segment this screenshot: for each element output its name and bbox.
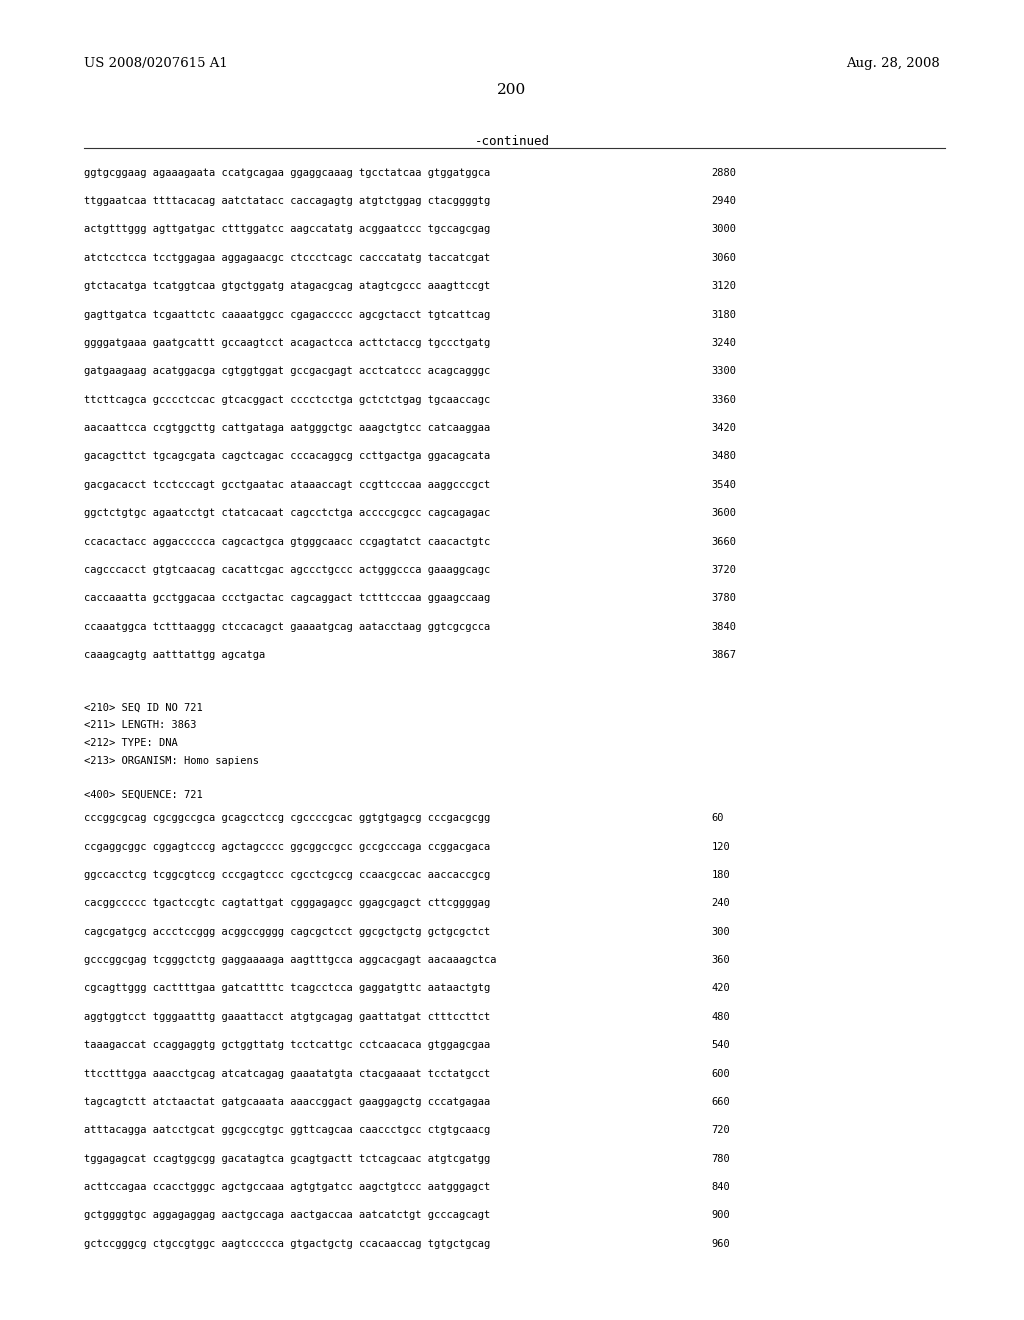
Text: 3000: 3000: [712, 224, 736, 235]
Text: ttcttcagca gcccctccac gtcacggact cccctcctga gctctctgag tgcaaccagc: ttcttcagca gcccctccac gtcacggact cccctcc…: [84, 395, 490, 405]
Text: taaagaccat ccaggaggtg gctggttatg tcctcattgc cctcaacaca gtggagcgaa: taaagaccat ccaggaggtg gctggttatg tcctcat…: [84, 1040, 490, 1051]
Text: gacagcttct tgcagcgata cagctcagac cccacaggcg ccttgactga ggacagcata: gacagcttct tgcagcgata cagctcagac cccacag…: [84, 451, 490, 462]
Text: 3867: 3867: [712, 649, 736, 660]
Text: 720: 720: [712, 1125, 730, 1135]
Text: 3480: 3480: [712, 451, 736, 462]
Text: gtctacatga tcatggtcaa gtgctggatg atagacgcag atagtcgccc aaagttccgt: gtctacatga tcatggtcaa gtgctggatg atagacg…: [84, 281, 490, 292]
Text: <211> LENGTH: 3863: <211> LENGTH: 3863: [84, 721, 197, 730]
Text: aggtggtcct tgggaatttg gaaattacct atgtgcagag gaattatgat ctttccttct: aggtggtcct tgggaatttg gaaattacct atgtgca…: [84, 1012, 490, 1022]
Text: 2880: 2880: [712, 168, 736, 178]
Text: tggagagcat ccagtggcgg gacatagtca gcagtgactt tctcagcaac atgtcgatgg: tggagagcat ccagtggcgg gacatagtca gcagtga…: [84, 1154, 490, 1164]
Text: atttacagga aatcctgcat ggcgccgtgc ggttcagcaa caaccctgcc ctgtgcaacg: atttacagga aatcctgcat ggcgccgtgc ggttcag…: [84, 1125, 490, 1135]
Text: 3420: 3420: [712, 422, 736, 433]
Text: 840: 840: [712, 1183, 730, 1192]
Text: caccaaatta gcctggacaa ccctgactac cagcaggact tctttcccaa ggaagccaag: caccaaatta gcctggacaa ccctgactac cagcagg…: [84, 594, 490, 603]
Text: 3780: 3780: [712, 594, 736, 603]
Text: acttccagaa ccacctgggc agctgccaaa agtgtgatcc aagctgtccc aatgggagct: acttccagaa ccacctgggc agctgccaaa agtgtga…: [84, 1183, 490, 1192]
Text: 200: 200: [498, 83, 526, 98]
Text: 480: 480: [712, 1012, 730, 1022]
Text: gacgacacct tcctcccagt gcctgaatac ataaaccagt ccgttcccaa aaggcccgct: gacgacacct tcctcccagt gcctgaatac ataaacc…: [84, 479, 490, 490]
Text: -continued: -continued: [474, 135, 550, 148]
Text: cagcccacct gtgtcaacag cacattcgac agccctgccc actgggccca gaaaggcagc: cagcccacct gtgtcaacag cacattcgac agccctg…: [84, 565, 490, 576]
Text: aacaattcca ccgtggcttg cattgataga aatgggctgc aaagctgtcc catcaaggaa: aacaattcca ccgtggcttg cattgataga aatgggc…: [84, 422, 490, 433]
Text: cgcagttggg cacttttgaa gatcattttc tcagcctcca gaggatgttc aataactgtg: cgcagttggg cacttttgaa gatcattttc tcagcct…: [84, 983, 490, 994]
Text: ccgaggcggc cggagtcccg agctagcccc ggcggccgcc gccgcccaga ccggacgaca: ccgaggcggc cggagtcccg agctagcccc ggcggcc…: [84, 842, 490, 851]
Text: 3600: 3600: [712, 508, 736, 519]
Text: actgtttggg agttgatgac ctttggatcc aagccatatg acggaatccc tgccagcgag: actgtttggg agttgatgac ctttggatcc aagccat…: [84, 224, 490, 235]
Text: caaagcagtg aatttattgg agcatga: caaagcagtg aatttattgg agcatga: [84, 649, 265, 660]
Text: <400> SEQUENCE: 721: <400> SEQUENCE: 721: [84, 789, 203, 800]
Text: <212> TYPE: DNA: <212> TYPE: DNA: [84, 738, 178, 748]
Text: <210> SEQ ID NO 721: <210> SEQ ID NO 721: [84, 702, 203, 713]
Text: cccggcgcag cgcggccgca gcagcctccg cgccccgcac ggtgtgagcg cccgacgcgg: cccggcgcag cgcggccgca gcagcctccg cgccccg…: [84, 813, 490, 824]
Text: <213> ORGANISM: Homo sapiens: <213> ORGANISM: Homo sapiens: [84, 755, 259, 766]
Text: 180: 180: [712, 870, 730, 880]
Text: gcccggcgag tcgggctctg gaggaaaaga aagtttgcca aggcacgagt aacaaagctca: gcccggcgag tcgggctctg gaggaaaaga aagtttg…: [84, 956, 497, 965]
Text: ttggaatcaa ttttacacag aatctatacc caccagagtg atgtctggag ctacggggtg: ttggaatcaa ttttacacag aatctatacc caccaga…: [84, 195, 490, 206]
Text: ggtgcggaag agaaagaata ccatgcagaa ggaggcaaag tgcctatcaa gtggatggca: ggtgcggaag agaaagaata ccatgcagaa ggaggca…: [84, 168, 490, 178]
Text: gctggggtgc aggagaggag aactgccaga aactgaccaa aatcatctgt gcccagcagt: gctggggtgc aggagaggag aactgccaga aactgac…: [84, 1210, 490, 1221]
Text: 960: 960: [712, 1239, 730, 1249]
Text: Aug. 28, 2008: Aug. 28, 2008: [846, 57, 940, 70]
Text: ccaaatggca tctttaaggg ctccacagct gaaaatgcag aatacctaag ggtcgcgcca: ccaaatggca tctttaaggg ctccacagct gaaaatg…: [84, 622, 490, 632]
Text: 3180: 3180: [712, 309, 736, 319]
Text: 3360: 3360: [712, 395, 736, 405]
Text: ggccacctcg tcggcgtccg cccgagtccc cgcctcgccg ccaacgccac aaccaccgcg: ggccacctcg tcggcgtccg cccgagtccc cgcctcg…: [84, 870, 490, 880]
Text: 780: 780: [712, 1154, 730, 1164]
Text: cacggccccc tgactccgtc cagtattgat cgggagagcc ggagcgagct cttcggggag: cacggccccc tgactccgtc cagtattgat cgggaga…: [84, 899, 490, 908]
Text: 3120: 3120: [712, 281, 736, 292]
Text: 300: 300: [712, 927, 730, 937]
Text: 240: 240: [712, 899, 730, 908]
Text: 360: 360: [712, 956, 730, 965]
Text: 3300: 3300: [712, 366, 736, 376]
Text: tagcagtctt atctaactat gatgcaaata aaaccggact gaaggagctg cccatgagaa: tagcagtctt atctaactat gatgcaaata aaaccgg…: [84, 1097, 490, 1107]
Text: cagcgatgcg accctccggg acggccgggg cagcgctcct ggcgctgctg gctgcgctct: cagcgatgcg accctccggg acggccgggg cagcgct…: [84, 927, 490, 937]
Text: 600: 600: [712, 1069, 730, 1078]
Text: 900: 900: [712, 1210, 730, 1221]
Text: 60: 60: [712, 813, 724, 824]
Text: gagttgatca tcgaattctc caaaatggcc cgagaccccc agcgctacct tgtcattcag: gagttgatca tcgaattctc caaaatggcc cgagacc…: [84, 309, 490, 319]
Text: 2940: 2940: [712, 195, 736, 206]
Text: 3060: 3060: [712, 253, 736, 263]
Text: atctcctcca tcctggagaa aggagaacgc ctccctcagc cacccatatg taccatcgat: atctcctcca tcctggagaa aggagaacgc ctccctc…: [84, 253, 490, 263]
Text: US 2008/0207615 A1: US 2008/0207615 A1: [84, 57, 227, 70]
Text: 3240: 3240: [712, 338, 736, 348]
Text: 3840: 3840: [712, 622, 736, 632]
Text: 3720: 3720: [712, 565, 736, 576]
Text: 540: 540: [712, 1040, 730, 1051]
Text: ttcctttgga aaacctgcag atcatcagag gaaatatgta ctacgaaaat tcctatgcct: ttcctttgga aaacctgcag atcatcagag gaaatat…: [84, 1069, 490, 1078]
Text: gatgaagaag acatggacga cgtggtggat gccgacgagt acctcatccc acagcagggc: gatgaagaag acatggacga cgtggtggat gccgacg…: [84, 366, 490, 376]
Text: ccacactacc aggaccccca cagcactgca gtgggcaacc ccgagtatct caacactgtc: ccacactacc aggaccccca cagcactgca gtgggca…: [84, 536, 490, 546]
Text: gctccgggcg ctgccgtggc aagtccccca gtgactgctg ccacaaccag tgtgctgcag: gctccgggcg ctgccgtggc aagtccccca gtgactg…: [84, 1239, 490, 1249]
Text: 3660: 3660: [712, 536, 736, 546]
Text: 420: 420: [712, 983, 730, 994]
Text: ggggatgaaa gaatgcattt gccaagtcct acagactcca acttctaccg tgccctgatg: ggggatgaaa gaatgcattt gccaagtcct acagact…: [84, 338, 490, 348]
Text: ggctctgtgc agaatcctgt ctatcacaat cagcctctga accccgcgcc cagcagagac: ggctctgtgc agaatcctgt ctatcacaat cagcctc…: [84, 508, 490, 519]
Text: 3540: 3540: [712, 479, 736, 490]
Text: 660: 660: [712, 1097, 730, 1107]
Text: 120: 120: [712, 842, 730, 851]
